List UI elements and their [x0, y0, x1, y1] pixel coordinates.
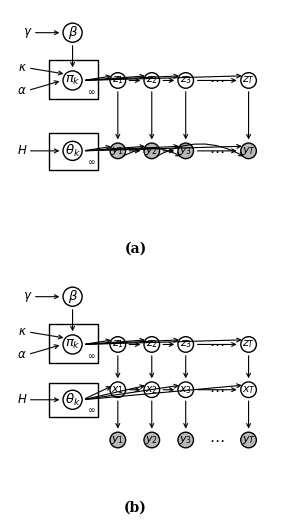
Circle shape — [63, 335, 82, 354]
Circle shape — [110, 432, 126, 448]
Text: $y_3$: $y_3$ — [179, 434, 192, 446]
Text: $z_2$: $z_2$ — [146, 74, 158, 87]
Circle shape — [144, 73, 160, 88]
Text: $z_3$: $z_3$ — [180, 74, 192, 87]
Text: $\cdots$: $\cdots$ — [210, 337, 225, 352]
Text: $y_2$: $y_2$ — [145, 434, 158, 446]
Circle shape — [110, 382, 126, 398]
Text: $y_1$: $y_1$ — [111, 145, 124, 157]
Text: $\gamma$: $\gamma$ — [22, 290, 32, 304]
Circle shape — [63, 71, 82, 90]
Text: $\infty$: $\infty$ — [87, 406, 96, 415]
Circle shape — [241, 337, 256, 352]
Circle shape — [63, 142, 82, 161]
Text: $x_3$: $x_3$ — [179, 384, 192, 395]
Circle shape — [178, 143, 194, 158]
Text: $\pi_k$: $\pi_k$ — [65, 74, 81, 87]
Text: $\theta_k$: $\theta_k$ — [65, 392, 81, 408]
Circle shape — [241, 432, 256, 448]
Text: $y_1$: $y_1$ — [111, 434, 124, 446]
Text: $H$: $H$ — [17, 393, 28, 406]
Circle shape — [110, 73, 126, 88]
Circle shape — [63, 23, 82, 42]
Text: $\cdots$: $\cdots$ — [210, 383, 225, 397]
Circle shape — [178, 382, 194, 398]
Text: $\infty$: $\infty$ — [87, 158, 96, 167]
Circle shape — [144, 432, 160, 448]
Text: $z_T$: $z_T$ — [242, 338, 255, 351]
Text: $\kappa$: $\kappa$ — [18, 61, 27, 74]
Circle shape — [178, 337, 194, 352]
Text: $z_1$: $z_1$ — [112, 338, 124, 351]
Text: $z_3$: $z_3$ — [180, 338, 192, 351]
Text: $z_T$: $z_T$ — [242, 74, 255, 87]
Text: $x_2$: $x_2$ — [145, 384, 158, 395]
Text: $\cdots$: $\cdots$ — [210, 73, 225, 88]
Text: $\cdots$: $\cdots$ — [210, 433, 225, 447]
Text: $\cdots$: $\cdots$ — [210, 144, 225, 158]
Bar — [49, 133, 98, 169]
Circle shape — [63, 390, 82, 409]
Text: (a): (a) — [124, 242, 147, 256]
Text: $\alpha$: $\alpha$ — [17, 84, 27, 97]
Circle shape — [63, 287, 82, 306]
Circle shape — [241, 382, 256, 398]
Text: $y_2$: $y_2$ — [145, 145, 158, 157]
Text: $\pi_k$: $\pi_k$ — [65, 338, 81, 351]
Circle shape — [110, 143, 126, 158]
Text: $\infty$: $\infty$ — [87, 88, 96, 97]
Bar — [49, 324, 98, 363]
Circle shape — [178, 432, 194, 448]
Text: $y_3$: $y_3$ — [179, 145, 192, 157]
Text: $\kappa$: $\kappa$ — [18, 325, 27, 338]
Text: $\beta$: $\beta$ — [67, 288, 78, 305]
Text: $x_T$: $x_T$ — [242, 384, 256, 395]
Text: (b): (b) — [124, 501, 147, 515]
Text: $H$: $H$ — [17, 144, 28, 157]
Text: $y_T$: $y_T$ — [242, 434, 256, 446]
Circle shape — [144, 382, 160, 398]
Text: $\beta$: $\beta$ — [67, 24, 78, 41]
Circle shape — [241, 73, 256, 88]
Text: $z_1$: $z_1$ — [112, 74, 124, 87]
Text: $y_T$: $y_T$ — [242, 145, 256, 157]
Text: $\alpha$: $\alpha$ — [17, 348, 27, 361]
Circle shape — [144, 337, 160, 352]
Text: $\infty$: $\infty$ — [87, 352, 96, 361]
Circle shape — [241, 143, 256, 158]
Bar — [49, 383, 98, 417]
Text: $\gamma$: $\gamma$ — [22, 26, 32, 40]
Circle shape — [144, 143, 160, 158]
Text: $\theta_k$: $\theta_k$ — [65, 143, 81, 159]
Circle shape — [178, 73, 194, 88]
Text: $z_2$: $z_2$ — [146, 338, 158, 351]
Circle shape — [110, 337, 126, 352]
Bar — [49, 60, 98, 99]
Text: $x_1$: $x_1$ — [111, 384, 124, 395]
